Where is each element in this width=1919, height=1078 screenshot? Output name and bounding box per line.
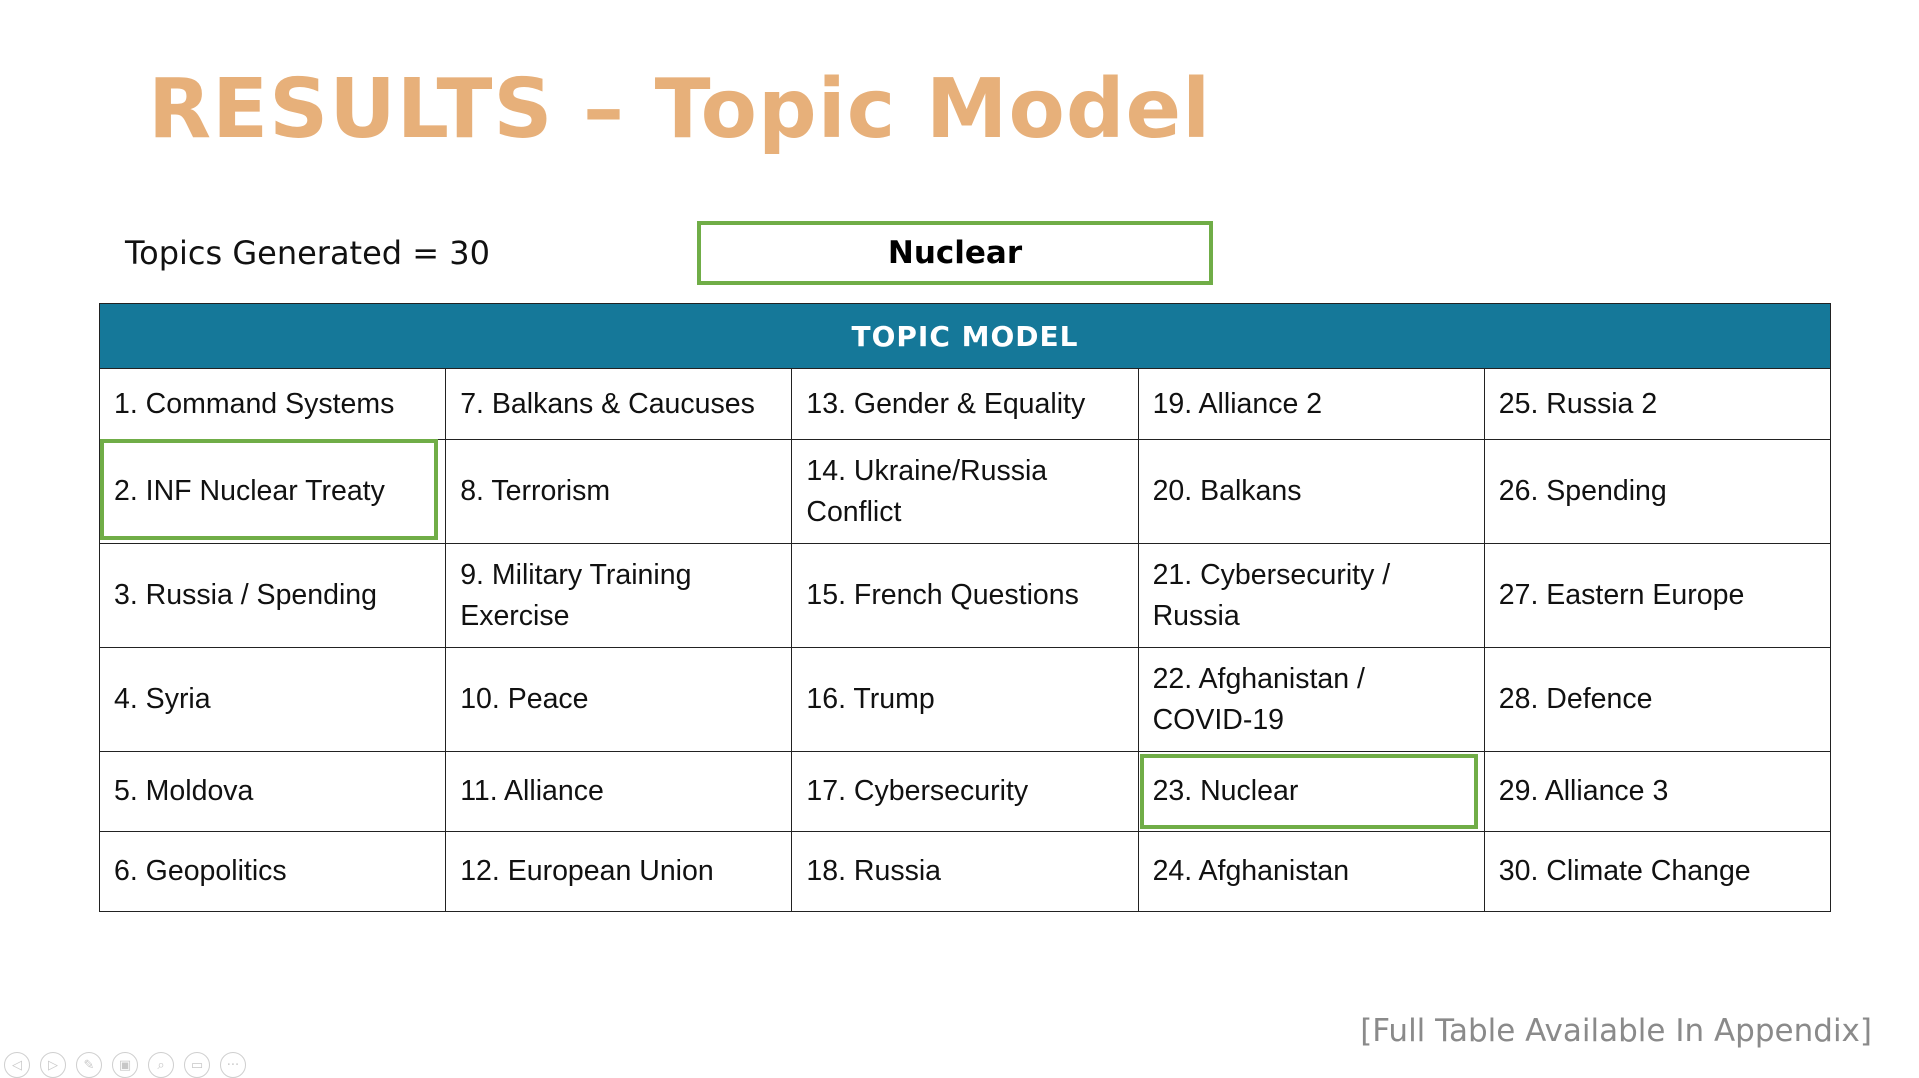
appendix-footnote: [Full Table Available In Appendix] <box>1360 1013 1872 1049</box>
slideshow-toolbar: ◁ ▷ ✎ ▣ ⌕ ▭ ··· <box>4 1052 246 1078</box>
topic-cell: 13. Gender & Equality <box>791 368 1139 440</box>
topic-model-table: TOPIC MODEL 1. Command Systems 7. Balkan… <box>98 303 1832 912</box>
topic-cell: 4. Syria <box>98 647 447 752</box>
table-row: 5. Moldova 11. Alliance 17. Cybersecurit… <box>98 751 1832 832</box>
table-row: 4. Syria 10. Peace 16. Trump 22. Afghani… <box>98 647 1832 752</box>
topic-cell: 8. Terrorism <box>445 439 793 544</box>
topic-cell: 11. Alliance <box>445 751 793 832</box>
table-row: 3. Russia / Spending 9. Military Trainin… <box>98 543 1832 648</box>
topic-cell: 25. Russia 2 <box>1483 368 1832 440</box>
topic-cell: 5. Moldova <box>98 751 447 832</box>
table-header: TOPIC MODEL <box>99 303 1831 369</box>
topic-cell: 15. French Questions <box>791 543 1139 648</box>
topic-cell-highlighted: 23. Nuclear <box>1137 751 1485 832</box>
topic-cell: 18. Russia <box>791 831 1139 912</box>
topic-cell: 14. Ukraine/Russia Conflict <box>791 439 1139 544</box>
topic-cell: 12. European Union <box>445 831 793 912</box>
topic-cell: 27. Eastern Europe <box>1483 543 1832 648</box>
topic-cell: 3. Russia / Spending <box>98 543 447 648</box>
slides-icon[interactable]: ▣ <box>112 1052 138 1078</box>
subtitles-icon[interactable]: ▭ <box>184 1052 210 1078</box>
table-row: 2. INF Nuclear Treaty 8. Terrorism 14. U… <box>98 439 1832 544</box>
topic-cell: 26. Spending <box>1483 439 1832 544</box>
topic-cell: 24. Afghanistan <box>1137 831 1485 912</box>
zoom-icon[interactable]: ⌕ <box>148 1052 174 1078</box>
topic-cell: 30. Climate Change <box>1483 831 1832 912</box>
topic-cell: 22. Afghanistan / COVID-19 <box>1137 647 1485 752</box>
nuclear-legend-box: Nuclear <box>697 221 1213 285</box>
topic-cell: 19. Alliance 2 <box>1137 368 1485 440</box>
topic-cell-highlighted: 2. INF Nuclear Treaty <box>98 439 447 544</box>
topic-cell: 10. Peace <box>445 647 793 752</box>
topic-cell: 20. Balkans <box>1137 439 1485 544</box>
slide-title: RESULTS – Topic Model <box>148 62 1212 157</box>
pen-icon[interactable]: ✎ <box>76 1052 102 1078</box>
topic-cell: 29. Alliance 3 <box>1483 751 1832 832</box>
previous-icon[interactable]: ◁ <box>4 1052 30 1078</box>
next-icon[interactable]: ▷ <box>40 1052 66 1078</box>
topics-generated-label: Topics Generated = 30 <box>125 234 490 272</box>
topic-cell: 28. Defence <box>1483 647 1832 752</box>
topic-cell: 6. Geopolitics <box>98 831 447 912</box>
more-icon[interactable]: ··· <box>220 1052 246 1078</box>
topic-cell: 1. Command Systems <box>98 368 447 440</box>
topic-cell: 21. Cybersecurity / Russia <box>1137 543 1485 648</box>
table-row: 6. Geopolitics 12. European Union 18. Ru… <box>98 831 1832 912</box>
topic-cell: 9. Military Training Exercise <box>445 543 793 648</box>
topic-cell: 7. Balkans & Caucuses <box>445 368 793 440</box>
table-row: 1. Command Systems 7. Balkans & Caucuses… <box>98 368 1832 440</box>
topic-cell: 16. Trump <box>791 647 1139 752</box>
topic-cell: 17. Cybersecurity <box>791 751 1139 832</box>
